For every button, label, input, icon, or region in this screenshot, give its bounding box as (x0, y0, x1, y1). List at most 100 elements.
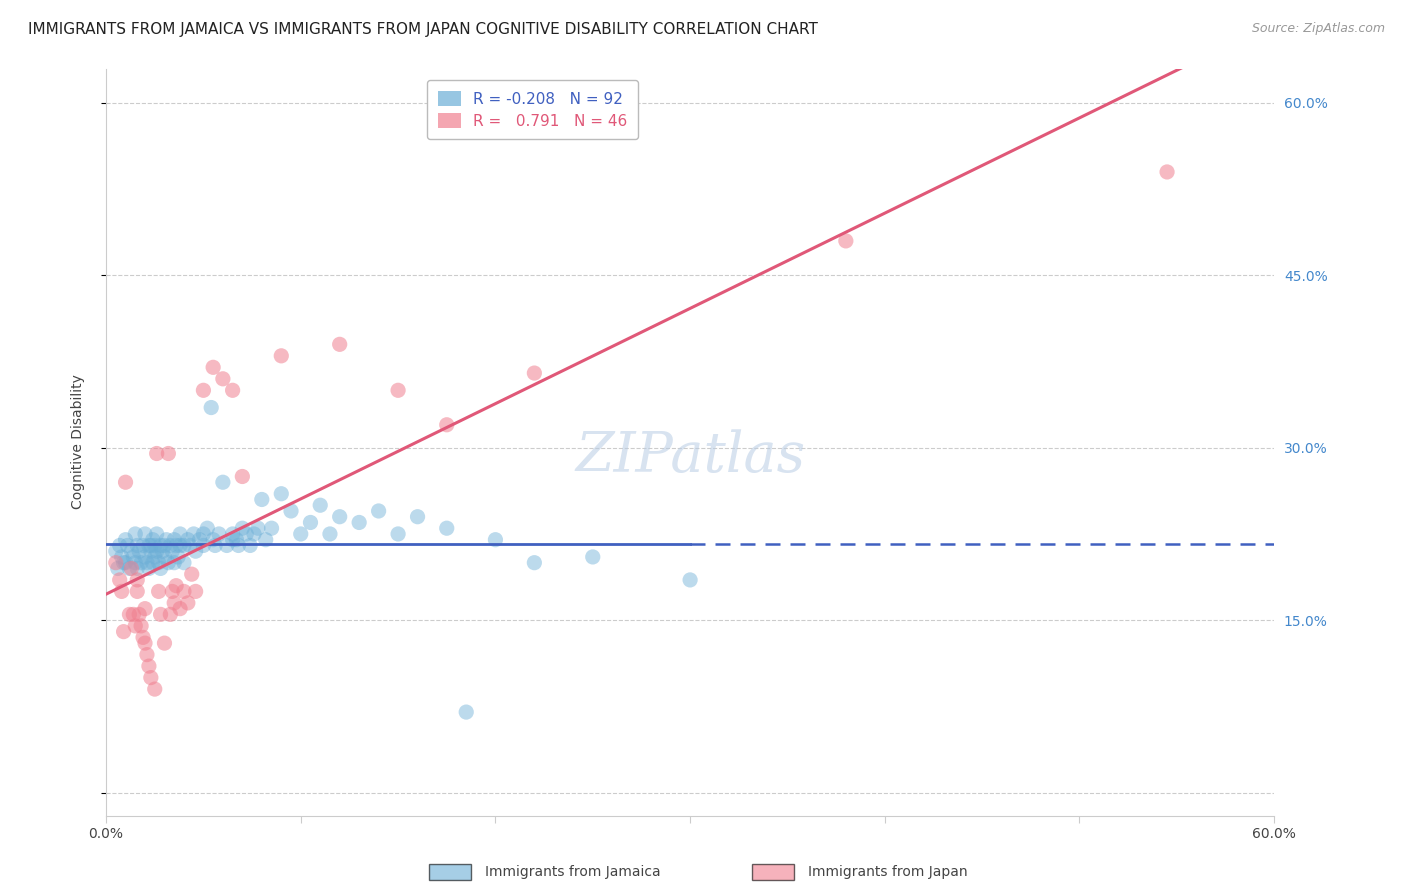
Point (120, 544, 142, 558)
Text: IMMIGRANTS FROM JAMAICA VS IMMIGRANTS FROM JAPAN COGNITIVE DISABILITY CORRELATIO: IMMIGRANTS FROM JAMAICA VS IMMIGRANTS FR… (28, 22, 818, 37)
Point (387, 384, 409, 398)
Point (367, 504, 389, 518)
Point (114, 556, 136, 570)
Point (134, 527, 156, 541)
Point (235, 527, 257, 541)
Point (204, 538, 226, 552)
Point (142, 533, 165, 547)
Point (231, 521, 253, 535)
Point (118, 607, 141, 622)
Point (111, 584, 134, 599)
Point (406, 509, 429, 524)
Point (124, 527, 146, 541)
Point (835, 234, 858, 248)
Point (122, 549, 145, 564)
Point (173, 556, 195, 570)
Point (169, 527, 191, 541)
Point (523, 366, 546, 380)
Point (155, 533, 177, 547)
Point (208, 527, 231, 541)
Point (114, 533, 136, 547)
Point (117, 538, 139, 552)
Point (163, 533, 186, 547)
Point (157, 446, 180, 460)
Point (212, 372, 235, 386)
Point (112, 556, 135, 570)
Text: Immigrants from Japan: Immigrants from Japan (808, 865, 969, 880)
Point (165, 579, 187, 593)
Point (228, 538, 250, 552)
Point (221, 384, 243, 398)
Point (127, 584, 149, 599)
Point (139, 538, 162, 552)
Point (193, 384, 215, 398)
Point (456, 705, 478, 719)
Point (183, 527, 205, 541)
Point (184, 544, 207, 558)
Point (319, 527, 342, 541)
Point (221, 527, 243, 541)
Point (132, 538, 155, 552)
Point (163, 556, 186, 570)
Point (128, 544, 150, 558)
Point (329, 337, 352, 351)
Point (129, 556, 152, 570)
Point (270, 487, 292, 501)
Point (120, 561, 142, 575)
Point (1156, 165, 1178, 179)
Point (162, 544, 184, 558)
Point (299, 516, 322, 530)
Point (347, 516, 370, 530)
Point (152, 544, 174, 558)
Point (136, 648, 159, 662)
Point (107, 561, 129, 575)
Point (139, 544, 162, 558)
Point (127, 573, 149, 587)
Point (243, 527, 266, 541)
Point (148, 584, 170, 599)
Point (387, 527, 409, 541)
Point (149, 607, 172, 622)
Point (142, 556, 165, 570)
Point (143, 549, 166, 564)
Point (169, 538, 191, 552)
Point (124, 619, 146, 633)
Point (239, 538, 262, 552)
Point (260, 521, 283, 535)
Point (128, 607, 150, 622)
Point (139, 671, 162, 685)
Legend: R = -0.208   N = 92, R =   0.791   N = 46: R = -0.208 N = 92, R = 0.791 N = 46 (427, 80, 638, 139)
Point (136, 556, 159, 570)
Point (165, 538, 187, 552)
Point (177, 533, 200, 547)
Point (114, 475, 136, 490)
Point (153, 538, 176, 552)
Point (193, 527, 215, 541)
Point (127, 538, 149, 552)
Point (159, 607, 181, 622)
Point (193, 538, 215, 552)
Point (143, 538, 166, 552)
Point (167, 549, 190, 564)
Point (138, 561, 160, 575)
Point (679, 573, 702, 587)
Point (104, 556, 127, 570)
Point (246, 521, 269, 535)
Y-axis label: Cognitive Disability: Cognitive Disability (72, 375, 86, 509)
Point (134, 636, 156, 650)
Point (225, 533, 247, 547)
Point (184, 584, 207, 599)
Point (270, 349, 292, 363)
Text: ZIPatlas: ZIPatlas (575, 430, 806, 484)
Point (195, 521, 218, 535)
Point (143, 682, 166, 697)
Point (202, 360, 225, 375)
Point (153, 549, 176, 564)
Point (127, 561, 149, 575)
Point (188, 533, 211, 547)
Point (200, 401, 222, 415)
Point (180, 567, 202, 582)
Point (145, 446, 167, 460)
Point (169, 601, 191, 615)
Point (104, 544, 127, 558)
